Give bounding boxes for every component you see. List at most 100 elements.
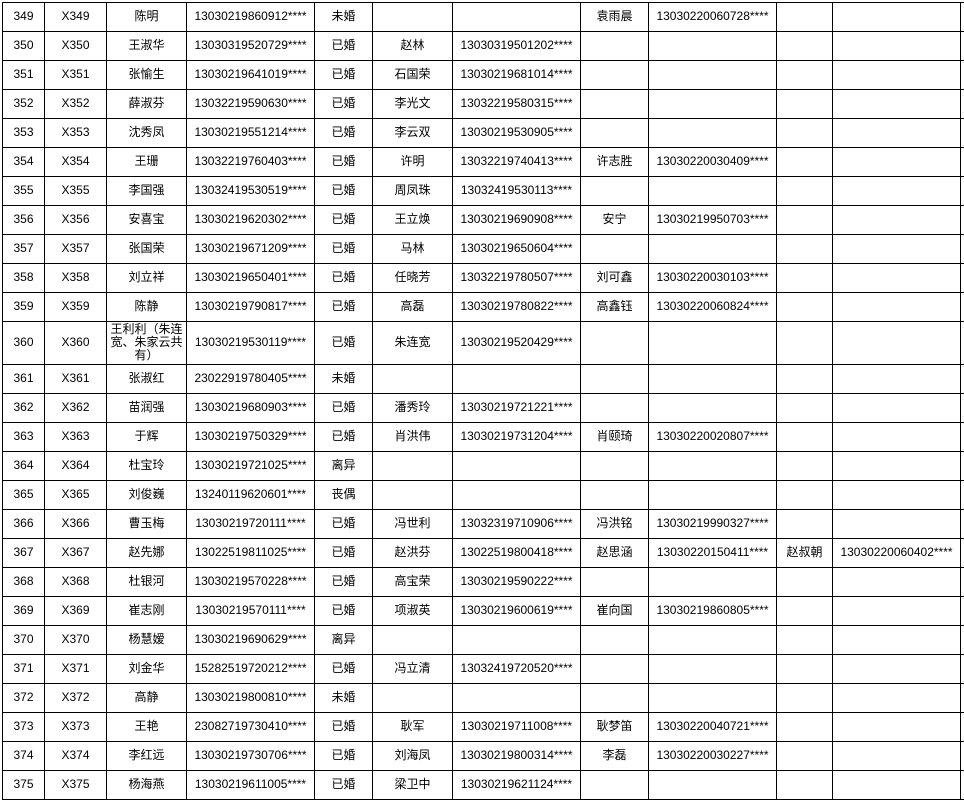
table-cell: 23022919780405**** <box>187 364 315 393</box>
table-row: 357X357张国荣13030219671209****已婚马林13030219… <box>3 235 964 264</box>
table-cell: 未婚 <box>315 683 373 712</box>
table-cell: 合格 <box>961 61 964 90</box>
table-cell <box>777 90 833 119</box>
table-cell: X354 <box>45 148 107 177</box>
table-cell: 13030219650604**** <box>453 235 581 264</box>
table-cell <box>833 683 961 712</box>
table-cell <box>649 364 777 393</box>
table-cell <box>833 567 961 596</box>
table-cell: X367 <box>45 538 107 567</box>
table-row: 351X351张愉生13030219641019****已婚石国荣1303021… <box>3 61 964 90</box>
table-cell <box>649 625 777 654</box>
table-cell: 354 <box>3 148 45 177</box>
table-cell: 合格 <box>961 206 964 235</box>
table-cell: 13030219750329**** <box>187 422 315 451</box>
table-cell: 13030219681014**** <box>453 61 581 90</box>
table-cell: 370 <box>3 625 45 654</box>
table-cell <box>581 451 649 480</box>
table-cell: 15282519720212**** <box>187 654 315 683</box>
table-cell: 赵先娜 <box>107 538 187 567</box>
table-cell: 13030219721025**** <box>187 451 315 480</box>
table-cell: 许明 <box>373 148 453 177</box>
table-cell: 已婚 <box>315 322 373 365</box>
table-cell: 366 <box>3 509 45 538</box>
table-cell: 高宝荣 <box>373 567 453 596</box>
table-cell: X369 <box>45 596 107 625</box>
table-cell: X363 <box>45 422 107 451</box>
table-cell <box>777 119 833 148</box>
table-cell: 13032219760403**** <box>187 148 315 177</box>
table-cell <box>453 364 581 393</box>
table-row: 371X371刘金华15282519720212****已婚冯立清1303241… <box>3 654 964 683</box>
table-cell: 离异 <box>315 451 373 480</box>
table-cell: 刘俊巍 <box>107 480 187 509</box>
table-cell: 周凤珠 <box>373 177 453 206</box>
table-cell: 373 <box>3 712 45 741</box>
table-cell <box>777 567 833 596</box>
table-cell <box>581 625 649 654</box>
table-row: 370X370杨慧嫒13030219690629****离异合格 <box>3 625 964 654</box>
table-cell: X366 <box>45 509 107 538</box>
table-cell: 13030219711008**** <box>453 712 581 741</box>
table-cell: 已婚 <box>315 119 373 148</box>
table-cell <box>777 596 833 625</box>
table-cell: 王珊 <box>107 148 187 177</box>
table-cell: 冯世利 <box>373 509 453 538</box>
table-cell: 潘秀玲 <box>373 393 453 422</box>
table-cell: 冯立清 <box>373 654 453 683</box>
table-cell: X374 <box>45 741 107 770</box>
table-cell: 13030219800810**** <box>187 683 315 712</box>
table-cell: 李国强 <box>107 177 187 206</box>
table-cell <box>777 741 833 770</box>
table-cell: 已婚 <box>315 770 373 799</box>
table-cell: 13030219721221**** <box>453 393 581 422</box>
table-cell <box>777 3 833 32</box>
table-cell <box>649 90 777 119</box>
table-cell <box>453 480 581 509</box>
table-cell: X349 <box>45 3 107 32</box>
table-cell: 合格 <box>961 32 964 61</box>
table-cell: 13030219520429**** <box>453 322 581 365</box>
table-cell <box>777 451 833 480</box>
table-cell: 马林 <box>373 235 453 264</box>
table-cell: 王利利（朱连宽、朱家云共有） <box>107 322 187 365</box>
table-cell: 李磊 <box>581 741 649 770</box>
table-row: 364X364杜宝玲13030219721025****离异合格 <box>3 451 964 480</box>
table-cell <box>833 119 961 148</box>
table-cell <box>777 177 833 206</box>
table-cell: 合格 <box>961 567 964 596</box>
table-cell: 13022519811025**** <box>187 538 315 567</box>
table-cell: 350 <box>3 32 45 61</box>
table-cell <box>581 322 649 365</box>
table-cell: 合格 <box>961 264 964 293</box>
table-cell: 于辉 <box>107 422 187 451</box>
table-cell: X371 <box>45 654 107 683</box>
table-cell: 13030220030227**** <box>649 741 777 770</box>
table-row: 354X354王珊13032219760403****已婚许明130322197… <box>3 148 964 177</box>
table-cell <box>581 480 649 509</box>
table-cell: 13030219530119**** <box>187 322 315 365</box>
table-cell: X353 <box>45 119 107 148</box>
table-cell: 已婚 <box>315 61 373 90</box>
table-cell <box>777 625 833 654</box>
table-cell: 已婚 <box>315 654 373 683</box>
table-cell <box>833 264 961 293</box>
table-row: 363X363于辉13030219750329****已婚肖洪伟13030219… <box>3 422 964 451</box>
table-cell: 已婚 <box>315 712 373 741</box>
table-cell <box>777 393 833 422</box>
table-cell <box>373 480 453 509</box>
table-cell: 合格 <box>961 770 964 799</box>
table-cell: 13030220060824**** <box>649 293 777 322</box>
table-cell <box>777 61 833 90</box>
table-cell: 肖颐琦 <box>581 422 649 451</box>
table-cell: 13030219680903**** <box>187 393 315 422</box>
table-cell: 未婚 <box>315 364 373 393</box>
table-cell: 13030319501202**** <box>453 32 581 61</box>
table-cell <box>581 32 649 61</box>
table-cell: X355 <box>45 177 107 206</box>
table-cell: 高静 <box>107 683 187 712</box>
table-cell: 合格 <box>961 148 964 177</box>
table-cell <box>833 509 961 538</box>
table-cell: 13030219570228**** <box>187 567 315 596</box>
table-cell: 369 <box>3 596 45 625</box>
